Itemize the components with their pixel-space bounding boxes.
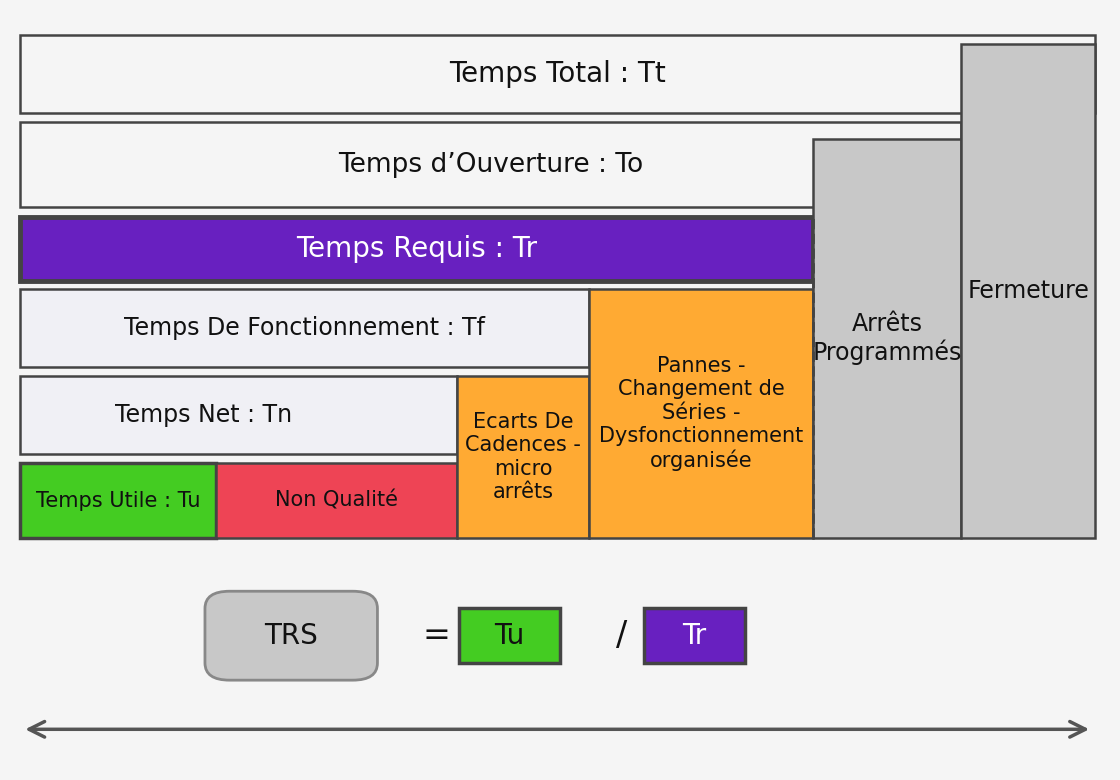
Text: Temps Utile : Tu: Temps Utile : Tu: [36, 491, 200, 511]
Text: Temps Total : Tt: Temps Total : Tt: [449, 60, 666, 88]
Bar: [813, 139, 961, 538]
Bar: [20, 122, 961, 207]
Text: Temps De Fonctionnement : Tf: Temps De Fonctionnement : Tf: [124, 316, 485, 339]
Text: Pannes -
Changement de
Séries -
Dysfonctionnement
organisée: Pannes - Changement de Séries - Dysfonct…: [599, 356, 803, 470]
Bar: [216, 463, 457, 538]
Text: Temps Requis : Tr: Temps Requis : Tr: [296, 235, 538, 263]
Text: /: /: [616, 619, 627, 652]
Bar: [644, 608, 745, 663]
Bar: [961, 44, 1095, 538]
FancyBboxPatch shape: [205, 591, 377, 680]
Text: Tr: Tr: [682, 622, 707, 650]
Bar: [20, 376, 457, 454]
Text: Temps Net : Tn: Temps Net : Tn: [115, 403, 292, 427]
Bar: [20, 289, 589, 367]
Text: TRS: TRS: [264, 622, 318, 650]
Text: Fermeture: Fermeture: [968, 279, 1089, 303]
Bar: [459, 608, 560, 663]
Text: Arrêts
Programmés: Arrêts Programmés: [812, 312, 962, 365]
Bar: [20, 463, 216, 538]
Text: Tu: Tu: [494, 622, 525, 650]
Text: Temps d’Ouverture : To: Temps d’Ouverture : To: [338, 151, 643, 178]
Bar: [20, 217, 813, 281]
Text: Non Qualité: Non Qualité: [276, 491, 398, 511]
Text: =: =: [423, 619, 450, 652]
Bar: [589, 289, 813, 538]
Text: Ecarts De
Cadences -
micro
arrêts: Ecarts De Cadences - micro arrêts: [465, 413, 581, 502]
Bar: [457, 376, 589, 538]
Bar: [20, 35, 1095, 113]
